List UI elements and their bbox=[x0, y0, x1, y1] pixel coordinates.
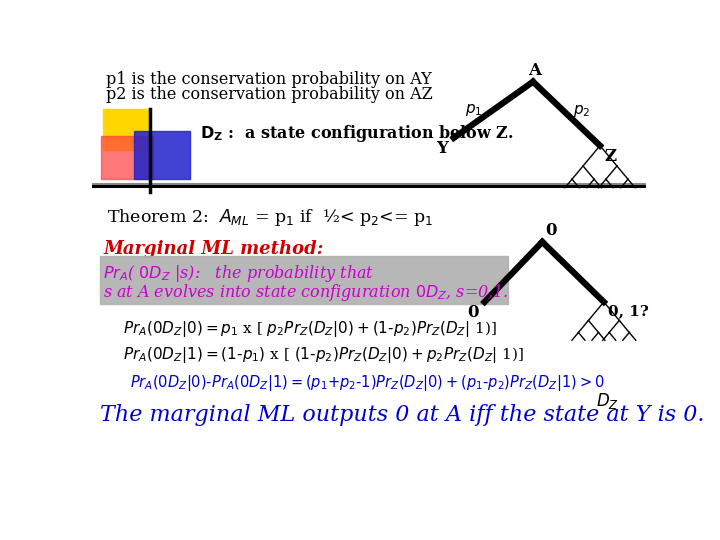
Text: $p_1$: $p_1$ bbox=[465, 102, 482, 118]
Text: 0: 0 bbox=[545, 222, 557, 239]
Text: s at A evolves into state configuration $0D_Z$, s=0,1.: s at A evolves into state configuration … bbox=[104, 282, 509, 303]
Text: p1 is the conservation probability on AY: p1 is the conservation probability on AY bbox=[106, 71, 431, 88]
Text: $Pr_A$( $0D_Z$ |s):   the probability that: $Pr_A$( $0D_Z$ |s): the probability that bbox=[104, 264, 374, 285]
Bar bbox=[104, 110, 148, 150]
Text: $D_Z$: $D_Z$ bbox=[596, 390, 619, 410]
Bar bbox=[134, 131, 189, 179]
Text: $Pr_A(0D_Z|0)\text{-}Pr_A(0D_Z|1)=(p_1\text{+}p_2\text{-}1)Pr_Z(D_Z|0) + (p_1\te: $Pr_A(0D_Z|0)\text{-}Pr_A(0D_Z|1)=(p_1\t… bbox=[130, 373, 605, 393]
Text: p2 is the conservation probability on AZ: p2 is the conservation probability on AZ bbox=[106, 86, 433, 103]
Text: 0: 0 bbox=[467, 304, 478, 321]
Text: A: A bbox=[528, 63, 541, 79]
Text: Y: Y bbox=[436, 140, 448, 157]
Bar bbox=[101, 137, 153, 179]
Text: Marginal ML method:: Marginal ML method: bbox=[104, 240, 324, 258]
Text: $\mathbf{D_Z}$ :  a state configuration below Z.: $\mathbf{D_Z}$ : a state configuration b… bbox=[199, 123, 513, 144]
Text: The marginal ML outputs 0 at A iff the state at Y is 0.: The marginal ML outputs 0 at A iff the s… bbox=[99, 403, 704, 426]
Text: Theorem 2:  $A_{ML}$ = p$_1$ if  ½< p$_2$<= p$_1$: Theorem 2: $A_{ML}$ = p$_1$ if ½< p$_2$<… bbox=[107, 207, 433, 228]
Text: $Pr_A(0D_Z|0) = p_1$ x [ $p_2Pr_Z(D_Z|0) + (1\text{-}p_2)Pr_Z(D_Z|$ 1)]: $Pr_A(0D_Z|0) = p_1$ x [ $p_2Pr_Z(D_Z|0)… bbox=[122, 319, 497, 339]
Text: Z: Z bbox=[605, 148, 617, 165]
Text: $Pr_A(0D_Z|1) = (1\text{-}p_1)$ x [ $(1\text{-}p_2)Pr_Z(D_Z|0) + p_2Pr_Z(D_Z|$ 1: $Pr_A(0D_Z|1) = (1\text{-}p_1)$ x [ $(1\… bbox=[122, 345, 523, 365]
Bar bbox=[99, 256, 508, 303]
Text: $p_2$: $p_2$ bbox=[572, 103, 590, 119]
Text: 0, 1?: 0, 1? bbox=[608, 304, 649, 318]
